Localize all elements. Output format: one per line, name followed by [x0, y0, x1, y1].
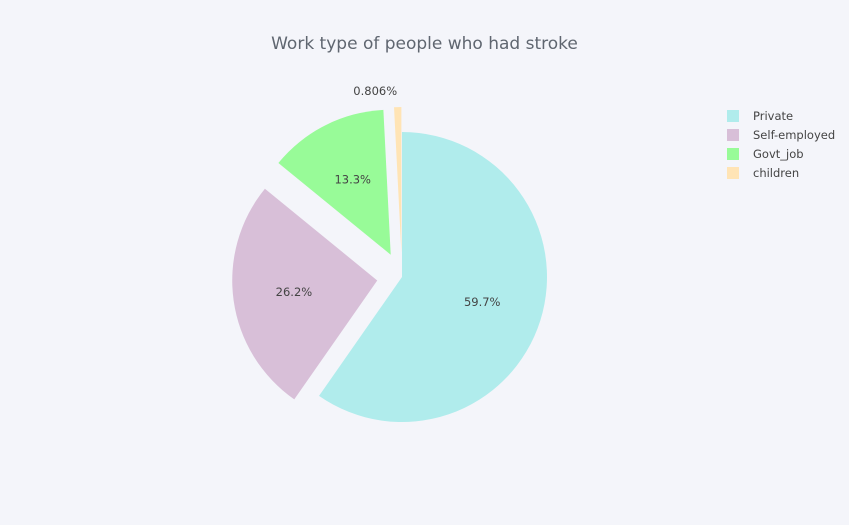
- legend-swatch-private: [727, 109, 739, 122]
- legend-label-self-employed: Self-employed: [753, 127, 836, 142]
- legend-label-private: Private: [753, 108, 794, 123]
- legend-item-private[interactable]: Private: [727, 106, 847, 125]
- slice-label-children: 0.806%: [353, 84, 397, 98]
- pie-slices: [232, 107, 547, 422]
- slice-label-self-employed: 26.2%: [276, 285, 313, 299]
- slice-label-private: 59.7%: [464, 295, 501, 309]
- legend-label-govt-job: Govt_job: [753, 146, 804, 161]
- chart-title: Work type of people who had stroke: [271, 34, 578, 54]
- pie-slice-children[interactable]: [394, 107, 402, 253]
- legend-swatch-self-employed: [727, 128, 739, 141]
- legend-item-children[interactable]: children: [727, 163, 847, 182]
- legend-swatch-children: [727, 166, 739, 179]
- pie-slice-labels: 59.7% 26.2% 13.3% 0.806%: [276, 84, 501, 309]
- legend-label-children: children: [753, 165, 800, 180]
- legend-item-self-employed[interactable]: Self-employed: [727, 125, 847, 144]
- pie-slice-govt-job[interactable]: [278, 109, 391, 255]
- pie-slice-self-employed[interactable]: [232, 188, 378, 400]
- legend-item-govt-job[interactable]: Govt_job: [727, 144, 847, 163]
- legend-swatch-govt-job: [727, 147, 739, 160]
- legend: Private Self-employed Govt_job children: [727, 106, 847, 182]
- pie-slice-private[interactable]: [319, 132, 547, 422]
- slice-label-govt-job: 13.3%: [334, 173, 371, 187]
